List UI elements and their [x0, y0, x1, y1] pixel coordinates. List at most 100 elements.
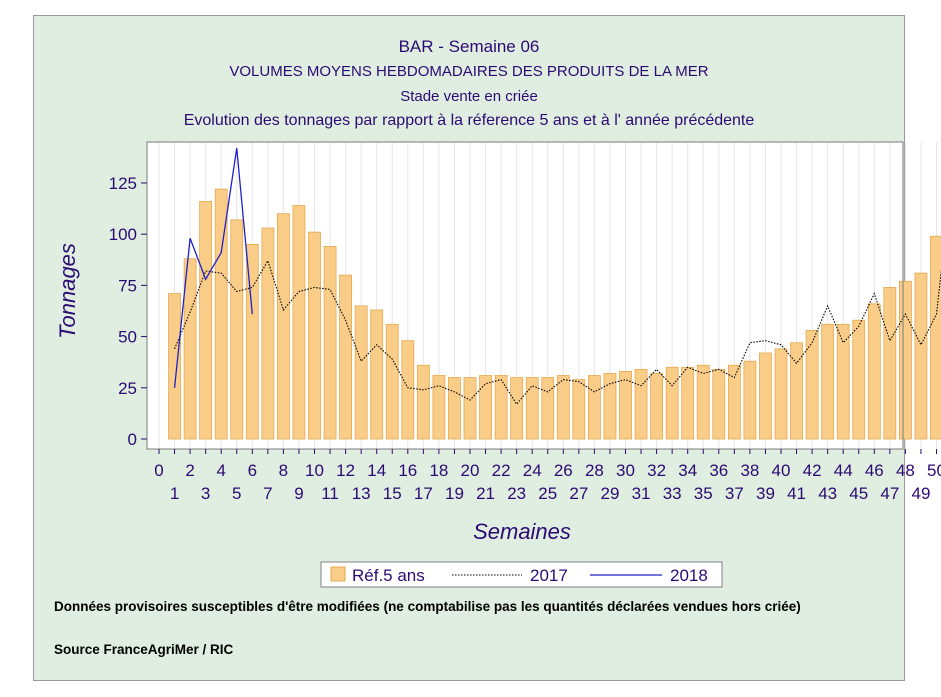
line-2018 [173, 148, 253, 388]
bar-ref-week-14 [370, 309, 384, 440]
bar-ref-week-32 [650, 373, 663, 440]
bar-ref-week-48 [899, 280, 912, 440]
bar-ref-week-40 [774, 348, 788, 440]
y-tick-label: 125 [109, 174, 137, 193]
legend-label-2017: 2017 [530, 566, 568, 585]
x-tick-label: 14 [367, 461, 386, 480]
bar-ref-week-24 [525, 377, 539, 440]
x-tick-label: 50 [927, 461, 941, 480]
y-tick-label: 75 [118, 276, 137, 295]
bar-ref-week-25 [541, 377, 555, 440]
bar-ref-week-44 [836, 323, 850, 440]
x-tick-label: 32 [647, 461, 666, 480]
bar-ref-week-37 [727, 364, 741, 440]
legend-label-2018: 2018 [670, 566, 708, 585]
bar-ref-week-38 [743, 360, 757, 440]
x-tick-label: 34 [678, 461, 697, 480]
bar-ref-week-26 [556, 375, 570, 440]
bar-ref-week-30 [619, 371, 632, 440]
x-tick-label: 11 [321, 484, 339, 503]
x-tick-label: 5 [232, 484, 241, 503]
x-tick-label: 35 [694, 484, 713, 503]
bar-ref-week-11 [323, 246, 337, 440]
legend: Réf.5 ans 2017 2018 [320, 561, 723, 588]
x-tick-label: 21 [476, 484, 495, 503]
bar-ref-week-34 [681, 366, 695, 440]
bar-ref-week-43 [821, 323, 835, 440]
x-tick-label: 29 [600, 484, 619, 503]
x-axis-ticks: 0 2 4 6 8 10 12 14 16 18 20 22 24 26 28 30 32 34 36 38 40 42 4… [154, 449, 941, 503]
bar-ref-week-5 [230, 219, 244, 440]
bar-ref-week-28 [588, 375, 601, 440]
bar-ref-week-36 [712, 368, 726, 440]
x-tick-label: 4 [216, 461, 225, 480]
bar-ref-week-29 [603, 373, 617, 440]
x-tick-label: 28 [585, 461, 604, 480]
y-tick-label: 0 [128, 430, 137, 449]
x-tick-label: 16 [398, 461, 417, 480]
x-tick-label: 13 [352, 484, 371, 503]
x-axis-title: Semaines [473, 519, 571, 544]
bar-ref-week-47 [883, 287, 897, 440]
bar-ref-week-39 [759, 352, 772, 440]
x-tick-label: 26 [554, 461, 573, 480]
legend-swatch-ref [330, 566, 346, 582]
line-2017 [174, 259, 941, 406]
y-axis-title: Tonnages [55, 243, 80, 339]
x-tick-label: 3 [201, 484, 210, 503]
bar-ref-week-33 [665, 366, 679, 440]
bar-ref-week-3 [199, 200, 213, 440]
line-series [173, 148, 941, 406]
chart-subtitle-3: Evolution des tonnages par rapport à la … [183, 112, 755, 129]
bar-ref-week-16 [401, 340, 415, 440]
x-tick-label: 37 [725, 484, 744, 503]
axes [146, 141, 904, 450]
bar-ref-week-17 [416, 364, 430, 440]
x-tick-label: 1 [170, 484, 179, 503]
bar-ref-week-2 [183, 258, 197, 440]
x-tick-label: 47 [880, 484, 899, 503]
x-tick-label: 33 [663, 484, 682, 503]
plot-background [147, 142, 903, 449]
x-tick-label: 8 [279, 461, 288, 480]
y-tick-label: 100 [109, 225, 137, 244]
bar-ref-week-27 [572, 379, 586, 440]
x-tick-label: 38 [740, 461, 759, 480]
x-tick-label: 42 [803, 461, 822, 480]
x-tick-label: 41 [787, 484, 806, 503]
x-tick-label: 7 [263, 484, 272, 503]
x-tick-label: 15 [383, 484, 402, 503]
bar-ref-week-8 [276, 213, 290, 440]
x-tick-label: 46 [865, 461, 884, 480]
bar-ref-week-9 [292, 205, 306, 440]
x-tick-label: 27 [569, 484, 588, 503]
y-axis-ticks: 0 25 50 75 100 125 [109, 174, 147, 449]
x-tick-label: 22 [492, 461, 511, 480]
chart-subtitle-2: Stade vente en criée [400, 88, 538, 105]
chart-subtitle-1: VOLUMES MOYENS HEBDOMADAIRES DES PRODUIT… [229, 63, 709, 80]
bar-ref-week-49 [914, 272, 928, 440]
x-tick-label: 49 [911, 484, 930, 503]
bar-ref-week-22 [494, 375, 508, 440]
x-tick-label: 48 [896, 461, 915, 480]
x-tick-label: 24 [523, 461, 542, 480]
x-tick-label: 31 [632, 484, 651, 503]
x-tick-label: 9 [294, 484, 303, 503]
x-tick-label: 45 [849, 484, 868, 503]
bar-ref-week-46 [867, 303, 881, 440]
bar-ref-week-23 [510, 377, 524, 440]
bar-ref-week-4 [214, 188, 228, 440]
x-tick-label: 36 [709, 461, 728, 480]
bar-ref-week-15 [385, 323, 399, 440]
footer-source: Source FranceAgriMer / RIC [54, 642, 234, 657]
x-tick-label: 43 [818, 484, 837, 503]
bar-ref-week-6 [245, 244, 259, 440]
x-tick-label: 30 [616, 461, 635, 480]
x-tick-label: 19 [445, 484, 464, 503]
x-tick-label: 17 [414, 484, 433, 503]
x-tick-label: 39 [756, 484, 775, 503]
bar-ref-week-12 [339, 274, 353, 440]
x-tick-label: 0 [154, 461, 163, 480]
bar-ref-week-41 [790, 342, 803, 440]
